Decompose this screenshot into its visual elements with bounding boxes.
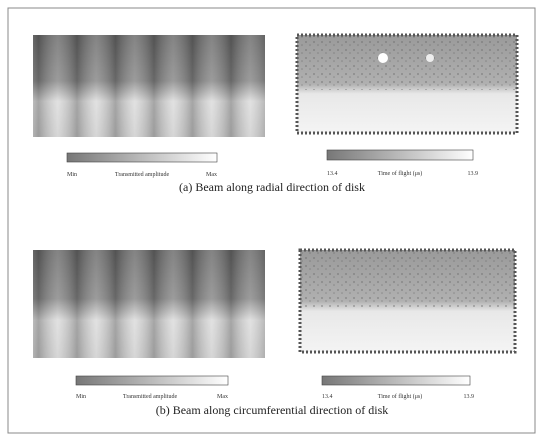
- max-label: Max: [206, 172, 217, 178]
- colorbar-title: Time of flight (μs): [378, 393, 423, 400]
- caption: (b) Beam along circumferential direction…: [156, 403, 389, 417]
- min-label: Min: [76, 394, 86, 400]
- colorbar-title: Time of flight (μs): [378, 170, 423, 177]
- max-label: Max: [217, 394, 228, 400]
- colorbar-title: Transmitted amplitude: [115, 172, 170, 178]
- amplitude-scan: [33, 250, 265, 358]
- min-label: 13.4: [322, 394, 333, 400]
- max-label: 13.9: [464, 394, 475, 400]
- colorbar: [76, 376, 228, 385]
- colorbar-title: Transmitted amplitude: [123, 394, 178, 400]
- figure: Min Transmitted amplitude Max 13.4 Time …: [0, 0, 542, 441]
- tof-scan: [297, 35, 517, 133]
- colorbar: [67, 153, 217, 162]
- amplitude-scan: [33, 35, 265, 137]
- colorbar: [322, 376, 470, 385]
- min-label: Min: [67, 172, 77, 178]
- colorbar: [327, 150, 473, 160]
- min-label: 13.4: [327, 171, 338, 177]
- max-label: 13.9: [468, 171, 479, 177]
- tof-scan: [300, 250, 515, 352]
- caption: (a) Beam along radial direction of disk: [179, 180, 365, 194]
